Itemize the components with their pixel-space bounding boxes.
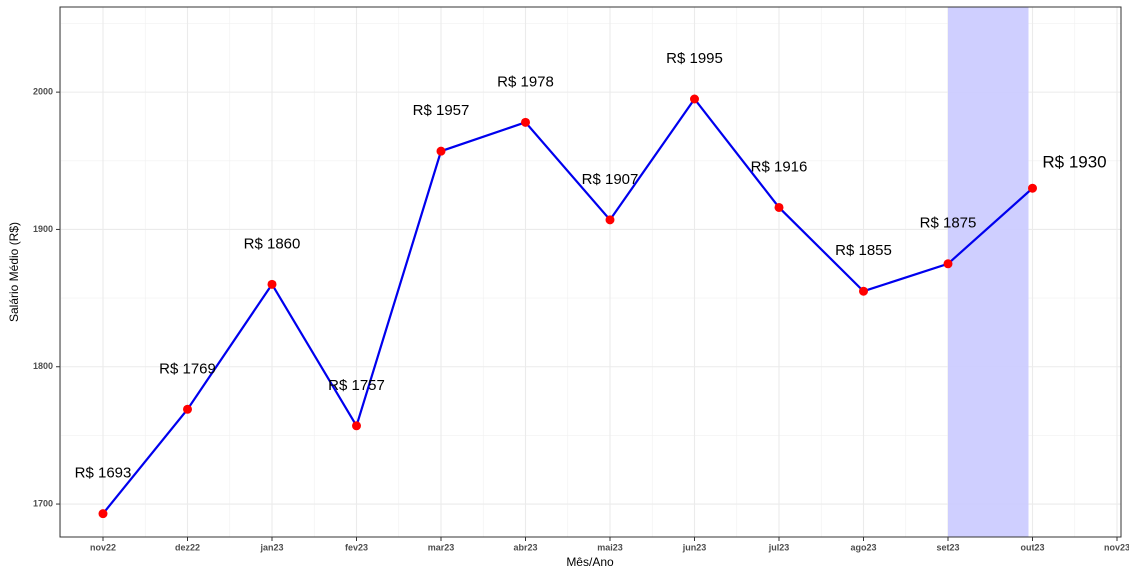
value-label: R$ 1907 xyxy=(582,171,639,188)
x-tick-label: mai23 xyxy=(597,542,623,552)
value-label: R$ 1693 xyxy=(75,465,132,482)
y-tick-label: 2000 xyxy=(33,87,53,97)
point xyxy=(859,286,868,296)
value-label: R$ 1855 xyxy=(835,242,892,259)
value-label: R$ 1978 xyxy=(497,73,554,90)
x-tick-label: jul23 xyxy=(768,542,790,552)
value-label: R$ 1995 xyxy=(666,50,723,67)
point xyxy=(352,421,361,431)
x-tick-label: set23 xyxy=(936,542,959,552)
line xyxy=(102,97,1034,515)
point xyxy=(436,146,446,156)
y-tick-label: 1900 xyxy=(33,224,53,234)
x-tick-label: out23 xyxy=(1020,542,1044,552)
x-tick-label: nov22 xyxy=(90,542,116,552)
x-tick-label: jan23 xyxy=(259,542,283,552)
point xyxy=(1028,183,1037,193)
x-tick-label: mar23 xyxy=(428,542,455,552)
x-tick-label: fev23 xyxy=(345,542,368,552)
y-axis-label: Salário Médio (R$) xyxy=(7,222,21,322)
value-label: R$ 1957 xyxy=(413,102,470,119)
point xyxy=(690,94,699,104)
y-tick-label: 1800 xyxy=(33,361,53,371)
point xyxy=(183,404,192,414)
x-tick-label: jun23 xyxy=(682,542,707,552)
x-tick-label: abr23 xyxy=(513,542,537,552)
point xyxy=(98,509,108,519)
y-tick-label: 1700 xyxy=(33,498,53,508)
value-label: R$ 1769 xyxy=(159,360,216,377)
value-label: R$ 1757 xyxy=(328,377,385,394)
point xyxy=(943,259,953,269)
x-tick-label: nov23 xyxy=(1104,542,1129,552)
value-label: R$ 1916 xyxy=(751,158,808,175)
panel-border xyxy=(59,6,1122,538)
point xyxy=(774,202,784,212)
x-tick-label: dez22 xyxy=(175,542,200,552)
panel xyxy=(60,7,1121,537)
x-tick-label: ago23 xyxy=(850,542,876,552)
value-label: R$ 1860 xyxy=(244,235,301,252)
point xyxy=(605,215,615,225)
x-axis-label: Mês/Ano xyxy=(566,555,614,569)
highlight-band xyxy=(948,7,1029,537)
value-label: R$ 1875 xyxy=(920,215,977,232)
point xyxy=(267,279,277,289)
point xyxy=(521,117,530,127)
value-label: R$ 1930 xyxy=(1042,153,1106,172)
